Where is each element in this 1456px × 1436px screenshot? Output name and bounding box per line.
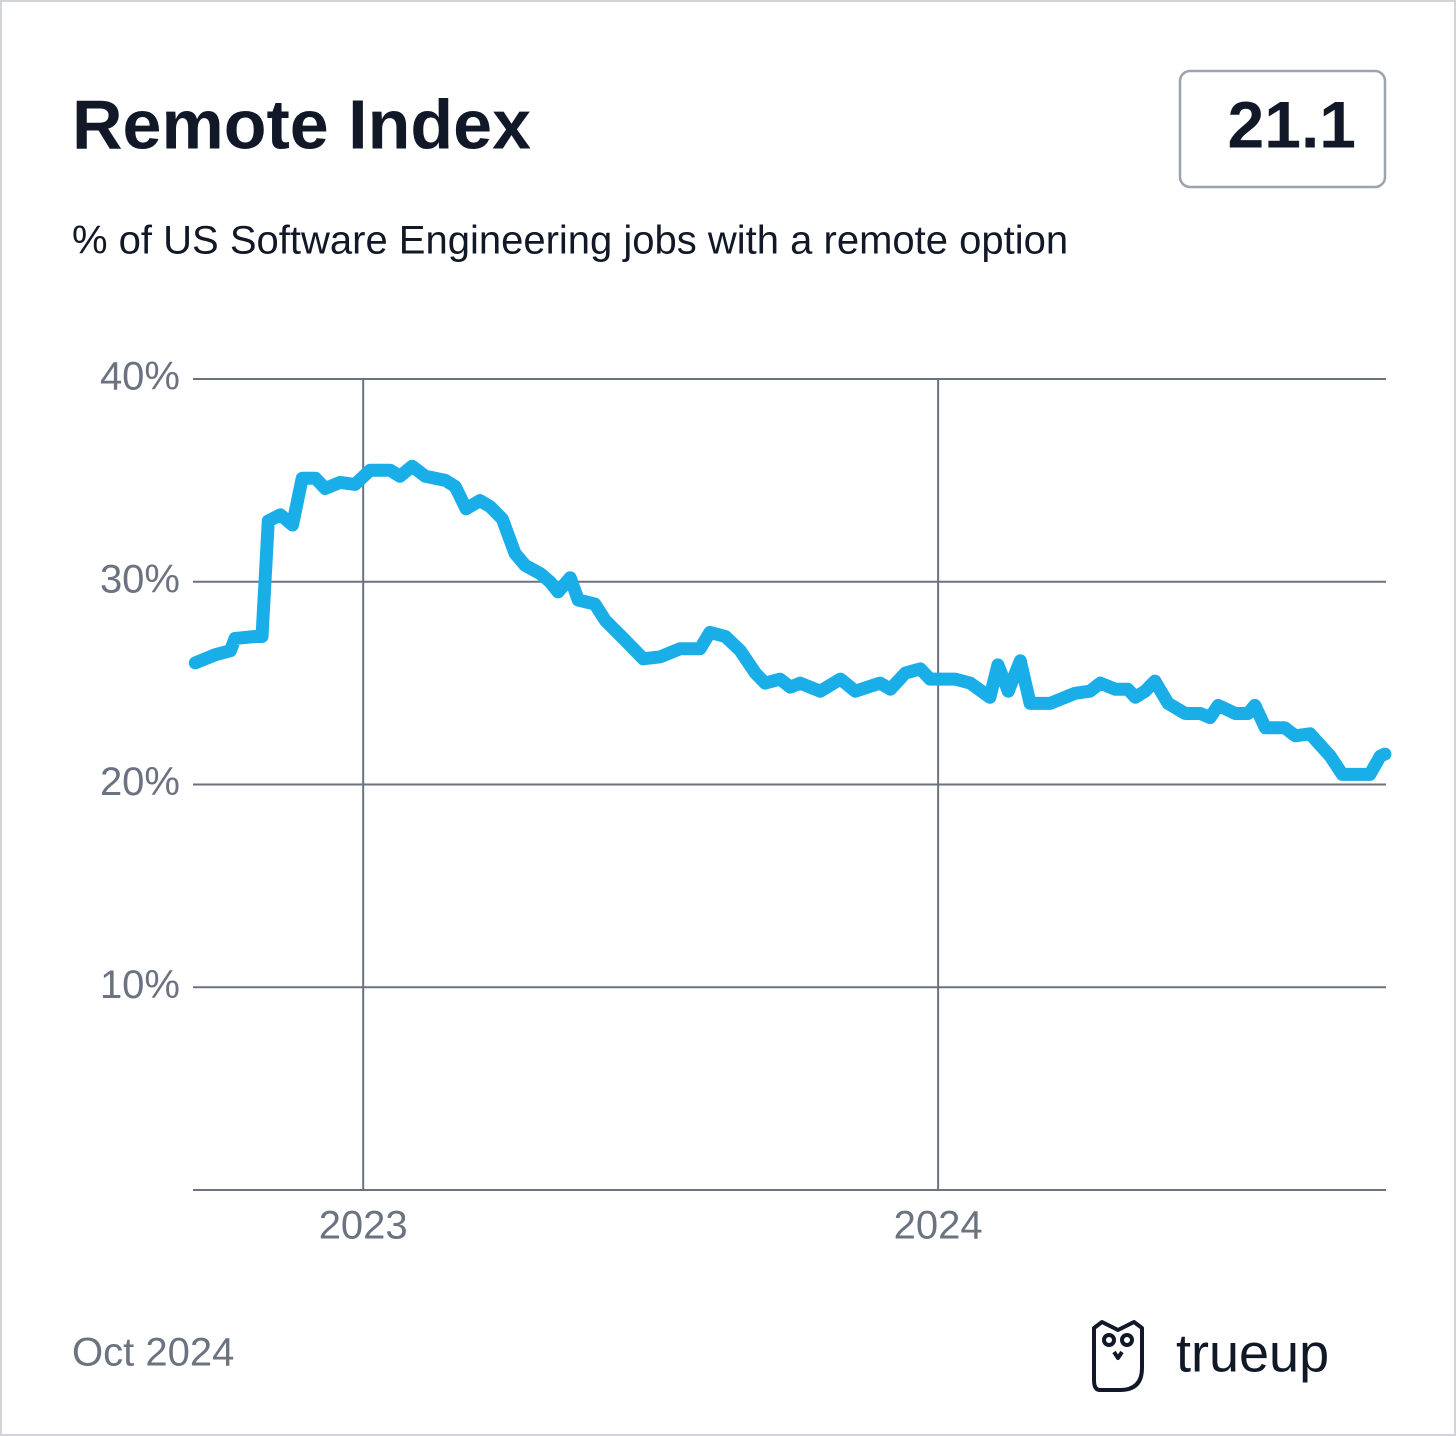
subtitle: % of US Software Engineering jobs with a… (72, 219, 1068, 263)
plot-area: 10% 20% 30% 40% 2023 2024 (100, 355, 1392, 1248)
footer-date: Oct 2024 (72, 1331, 234, 1375)
y-tick-label: 20% (100, 760, 180, 804)
y-tick-label: 30% (100, 557, 180, 601)
y-tick-label: 10% (100, 963, 180, 1007)
x-tick-label: 2023 (319, 1204, 408, 1248)
y-tick-label: 40% (100, 355, 180, 399)
badge-box (1178, 69, 1387, 189)
x-tick-label: 2024 (894, 1204, 983, 1248)
brand-name: trueup (1176, 1323, 1329, 1383)
brand-logo (1092, 1320, 1144, 1392)
series-line (188, 459, 1392, 781)
badge-value: 21.1 (1228, 87, 1356, 161)
chart-title: Remote Index (72, 85, 531, 163)
